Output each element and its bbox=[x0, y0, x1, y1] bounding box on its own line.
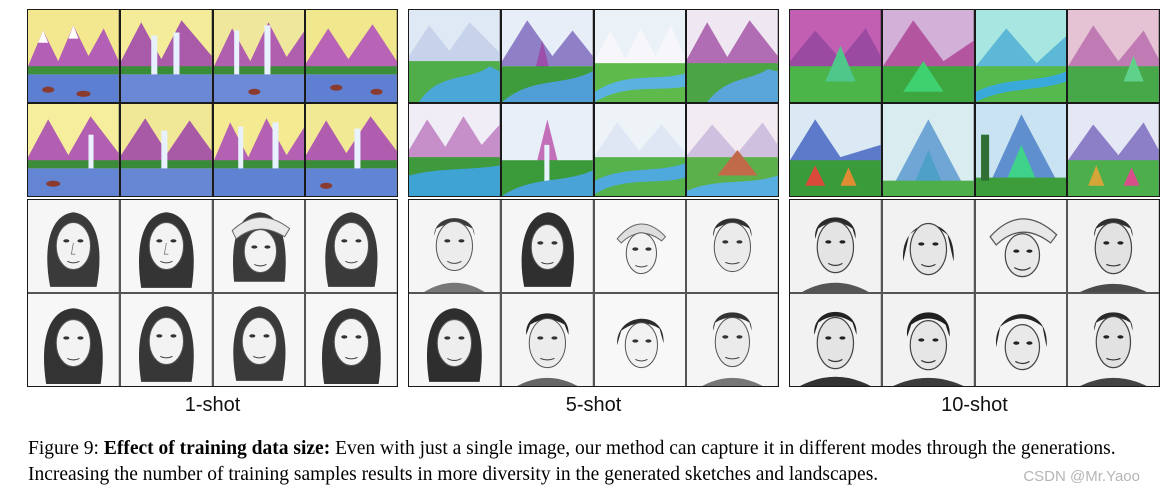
landscape-sample bbox=[1068, 10, 1159, 102]
face-grid-1shot bbox=[28, 200, 397, 386]
landscape-sample bbox=[120, 104, 212, 196]
landscape-grid-1shot bbox=[28, 10, 397, 196]
caption-title: Effect of training data size: bbox=[103, 438, 331, 459]
face-sketch-sample bbox=[501, 294, 593, 386]
landscape-sample bbox=[28, 10, 119, 102]
face-grid-10shot bbox=[790, 200, 1159, 386]
face-sketch-sample bbox=[120, 294, 212, 386]
landscape-sample bbox=[687, 104, 778, 196]
face-sketch-sample bbox=[1068, 294, 1159, 386]
face-sketch-sample bbox=[120, 200, 212, 292]
landscape-panel-10shot bbox=[789, 9, 1160, 197]
face-sketch-sample bbox=[409, 200, 500, 292]
landscape-sample bbox=[975, 10, 1067, 102]
landscape-sample bbox=[790, 10, 881, 102]
face-sketch-sample bbox=[975, 294, 1067, 386]
landscape-sample bbox=[687, 10, 778, 102]
landscape-sample bbox=[306, 10, 397, 102]
landscape-grid-5shot bbox=[409, 10, 778, 196]
face-sketch-sample bbox=[687, 294, 778, 386]
face-grid-5shot bbox=[409, 200, 778, 386]
face-sketch-sample bbox=[306, 200, 397, 292]
face-sketch-sample bbox=[594, 200, 686, 292]
face-sketch-sample bbox=[213, 200, 305, 292]
face-panel-1shot bbox=[27, 199, 398, 387]
caption-text: Even with just a single image, our metho… bbox=[28, 438, 1116, 485]
landscape-sample bbox=[594, 104, 686, 196]
landscape-sample bbox=[975, 104, 1067, 196]
face-sketch-sample bbox=[882, 294, 974, 386]
landscape-sample bbox=[501, 104, 593, 196]
watermark: CSDN @Mr.Yaoo bbox=[1023, 468, 1140, 485]
landscape-sample bbox=[120, 10, 212, 102]
face-panel-5shot bbox=[408, 199, 779, 387]
column-label-1shot: 1-shot bbox=[184, 394, 241, 416]
landscape-sample bbox=[501, 10, 593, 102]
landscape-sample bbox=[1068, 104, 1159, 196]
face-sketch-sample bbox=[409, 294, 500, 386]
face-sketch-sample bbox=[882, 200, 974, 292]
face-sketch-sample bbox=[790, 200, 881, 292]
column-label-10shot: 10-shot bbox=[941, 394, 1008, 416]
figure-caption: Figure 9: Effect of training data size: … bbox=[28, 436, 1163, 488]
face-sketch-sample bbox=[687, 200, 778, 292]
caption-prefix: Figure 9: bbox=[28, 438, 104, 459]
face-sketch-sample bbox=[1068, 200, 1159, 292]
landscape-panel-5shot bbox=[408, 9, 779, 197]
landscape-sample bbox=[306, 104, 397, 196]
landscape-sample bbox=[409, 104, 500, 196]
landscape-sample bbox=[882, 104, 974, 196]
face-sketch-sample bbox=[594, 294, 686, 386]
landscape-sample bbox=[213, 10, 305, 102]
face-sketch-sample bbox=[975, 200, 1067, 292]
landscape-sample bbox=[409, 10, 500, 102]
landscape-panel-1shot bbox=[27, 9, 398, 197]
landscape-sample bbox=[28, 104, 119, 196]
landscape-grid-10shot bbox=[790, 10, 1159, 196]
landscape-sample bbox=[594, 10, 686, 102]
face-sketch-sample bbox=[790, 294, 881, 386]
column-label-5shot: 5-shot bbox=[565, 394, 622, 416]
landscape-sample bbox=[213, 104, 305, 196]
landscape-sample bbox=[790, 104, 881, 196]
landscape-sample bbox=[882, 10, 974, 102]
face-sketch-sample bbox=[501, 200, 593, 292]
face-sketch-sample bbox=[306, 294, 397, 386]
face-panel-10shot bbox=[789, 199, 1160, 387]
face-sketch-sample bbox=[28, 294, 119, 386]
face-sketch-sample bbox=[213, 294, 305, 386]
face-sketch-sample bbox=[28, 200, 119, 292]
